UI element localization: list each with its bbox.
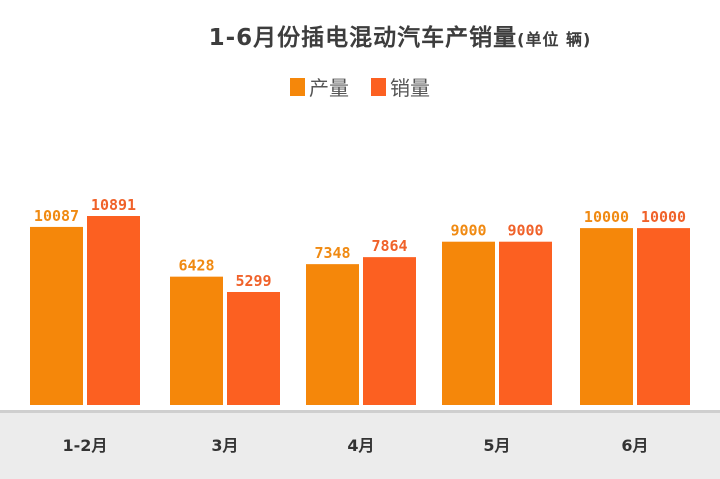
legend-label: 销量: [390, 76, 430, 100]
bar: [30, 226, 83, 405]
unit-note: (单位 辆): [517, 30, 592, 49]
bar: [87, 216, 140, 405]
data-label: 9000: [450, 222, 486, 240]
legend: 产量 销量: [0, 72, 720, 101]
data-label: 10087: [34, 207, 79, 225]
legend-swatch: [371, 77, 386, 96]
title-text: 1-6月份插电混动汽车产销量: [208, 25, 518, 51]
legend-label: 产量: [309, 76, 349, 100]
bar: [363, 257, 416, 405]
data-label: 10000: [584, 208, 629, 226]
bar: [227, 291, 280, 405]
chart-title: 1-6月份插电混动汽车产销量(单位 辆): [0, 18, 720, 52]
legend-item-sales: 销量: [371, 72, 430, 101]
data-label: 7348: [314, 244, 350, 262]
legend-swatch: [290, 77, 305, 96]
bar: [170, 276, 223, 405]
bar: [442, 241, 495, 405]
data-label: 10891: [91, 196, 136, 214]
x-tick-label: 5月: [483, 436, 510, 455]
data-label: 5299: [235, 272, 271, 290]
x-tick-label: 3月: [211, 436, 238, 455]
bar: [499, 241, 552, 405]
x-tick-label: 6月: [621, 436, 648, 455]
bar: [637, 228, 690, 405]
data-label: 9000: [507, 222, 543, 240]
x-axis-band: [0, 410, 720, 479]
x-tick-label: 4月: [347, 436, 374, 455]
data-label: 7864: [371, 237, 407, 255]
legend-item-production: 产量: [290, 72, 349, 101]
x-tick-label: 1-2月: [63, 436, 108, 455]
bar: [306, 264, 359, 405]
data-label: 10000: [641, 208, 686, 226]
bar: [580, 228, 633, 405]
data-label: 6428: [178, 257, 214, 275]
